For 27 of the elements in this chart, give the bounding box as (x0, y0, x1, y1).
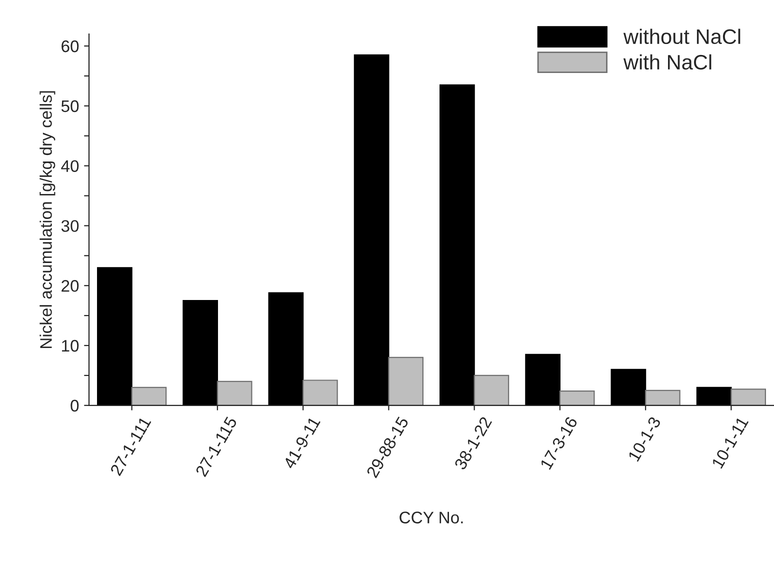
bar (97, 267, 132, 406)
y-tick-label: 30 (61, 220, 79, 232)
y-tick-label: 40 (61, 160, 79, 172)
bar (525, 354, 560, 406)
bar (302, 380, 338, 406)
bar (216, 380, 252, 406)
bar (182, 300, 218, 406)
bar (645, 390, 680, 406)
legend-label: with NaCl (623, 54, 712, 70)
y-axis-title: Nickel accumulation [g/kg dry cells] (40, 91, 56, 348)
y-tick-label: 0 (70, 400, 79, 412)
bar (354, 54, 390, 406)
bar (131, 386, 167, 406)
bar (610, 368, 646, 406)
bar (696, 386, 732, 406)
y-tick-label: 20 (62, 280, 79, 292)
y-tick-label: 60 (62, 40, 79, 52)
bar (268, 292, 304, 406)
y-tick-label: 50 (61, 100, 79, 112)
y-tick-label: 10 (62, 340, 79, 352)
bar (730, 388, 766, 406)
bar (559, 390, 595, 406)
bar (440, 84, 475, 406)
bar (388, 356, 424, 406)
x-axis-title: CCY No. (400, 512, 463, 524)
legend-label: without NaCl (623, 28, 740, 44)
bar (474, 374, 510, 406)
